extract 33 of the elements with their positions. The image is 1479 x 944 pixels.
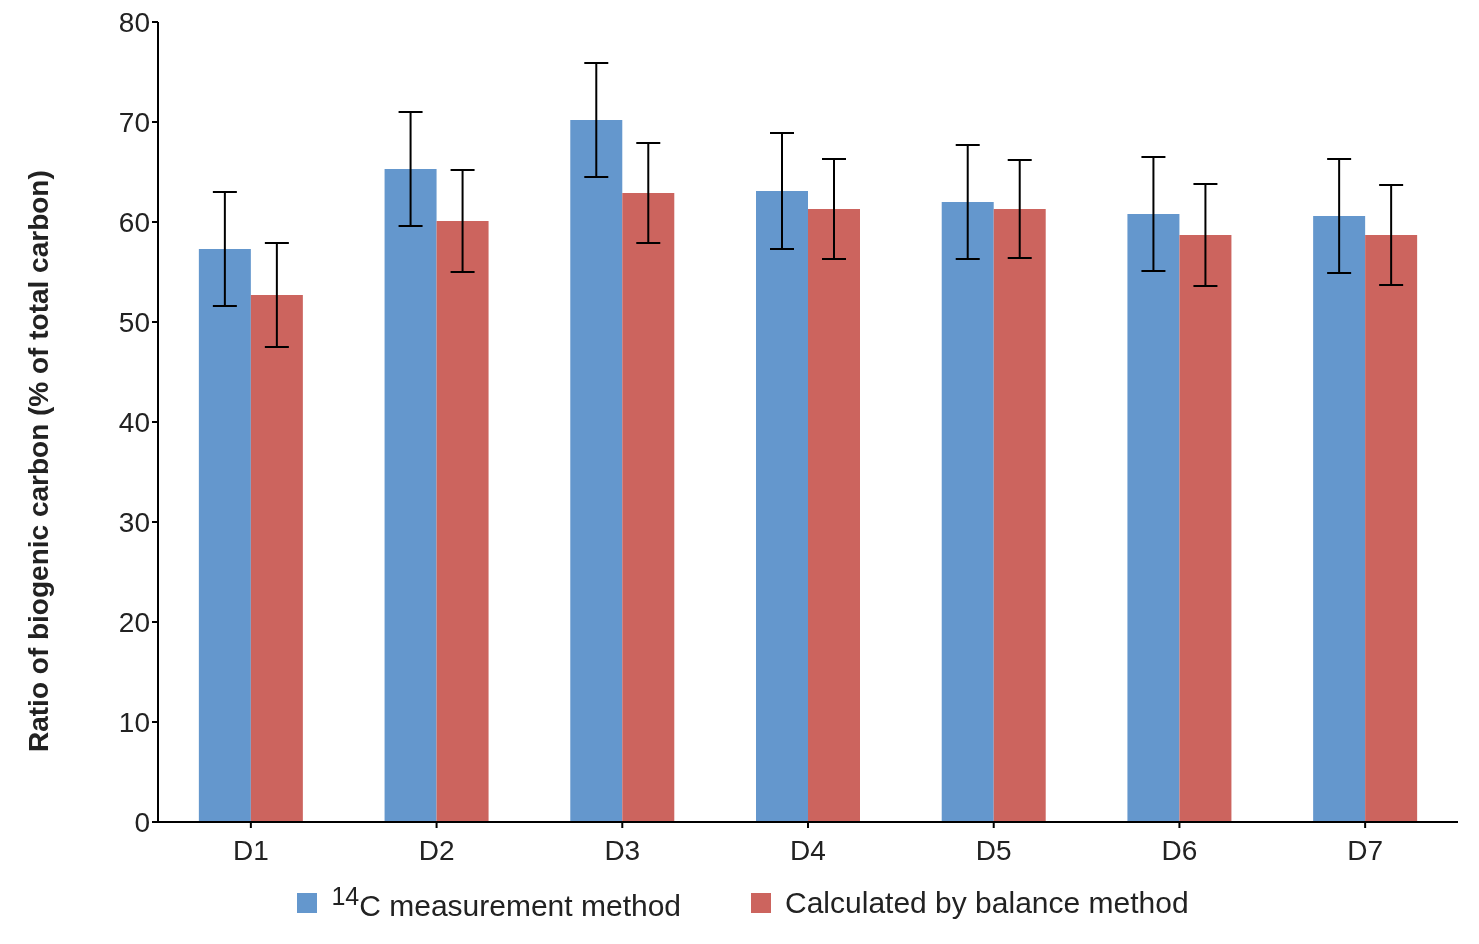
y-tick-label: 0 <box>134 806 150 838</box>
bar <box>1179 235 1232 822</box>
x-tick-label: D2 <box>418 834 455 866</box>
bar <box>1365 235 1418 822</box>
x-tick-label: D6 <box>1161 834 1198 866</box>
y-tick-label: 60 <box>118 206 150 238</box>
x-tick-label: D7 <box>1347 834 1384 866</box>
x-tick-label: D4 <box>790 834 826 866</box>
y-tick-label: 40 <box>118 406 150 438</box>
bar <box>993 209 1046 822</box>
y-tick-label: 70 <box>118 106 150 138</box>
y-tick-label: 80 <box>118 6 150 38</box>
bar <box>1313 216 1366 822</box>
bar <box>941 202 994 822</box>
y-tick-label: 30 <box>118 506 150 538</box>
legend-label: Calculated by balance method <box>785 885 1189 920</box>
y-tick-label: 10 <box>118 706 150 738</box>
y-axis-title: Ratio of biogenic carbon (% of total carbon) <box>22 170 54 752</box>
x-tick-label: D5 <box>975 834 1012 866</box>
y-tick-label: 20 <box>118 606 150 638</box>
bar <box>756 191 808 822</box>
bar <box>250 295 303 822</box>
bar <box>808 209 860 822</box>
bar <box>570 120 623 822</box>
x-tick-label: D1 <box>232 834 269 866</box>
bar <box>198 249 251 822</box>
x-tick-label: D3 <box>604 834 641 866</box>
legend-label: $^{14}$C measurement method <box>331 882 682 923</box>
bar <box>622 193 675 822</box>
bar <box>436 221 489 822</box>
bar <box>1127 214 1180 822</box>
y-tick-label: 50 <box>118 306 150 338</box>
bar <box>384 169 437 822</box>
